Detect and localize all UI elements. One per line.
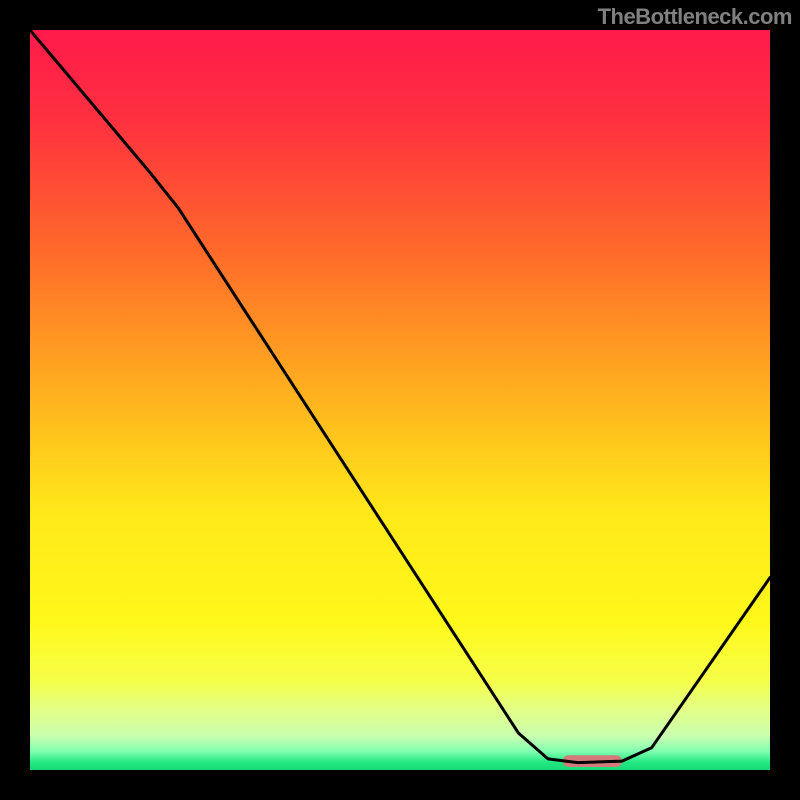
gradient-background xyxy=(30,30,770,770)
chart-frame: TheBottleneck.com xyxy=(0,0,800,800)
watermark-text: TheBottleneck.com xyxy=(598,4,792,30)
chart-svg xyxy=(30,30,770,770)
plot-area xyxy=(30,30,770,770)
